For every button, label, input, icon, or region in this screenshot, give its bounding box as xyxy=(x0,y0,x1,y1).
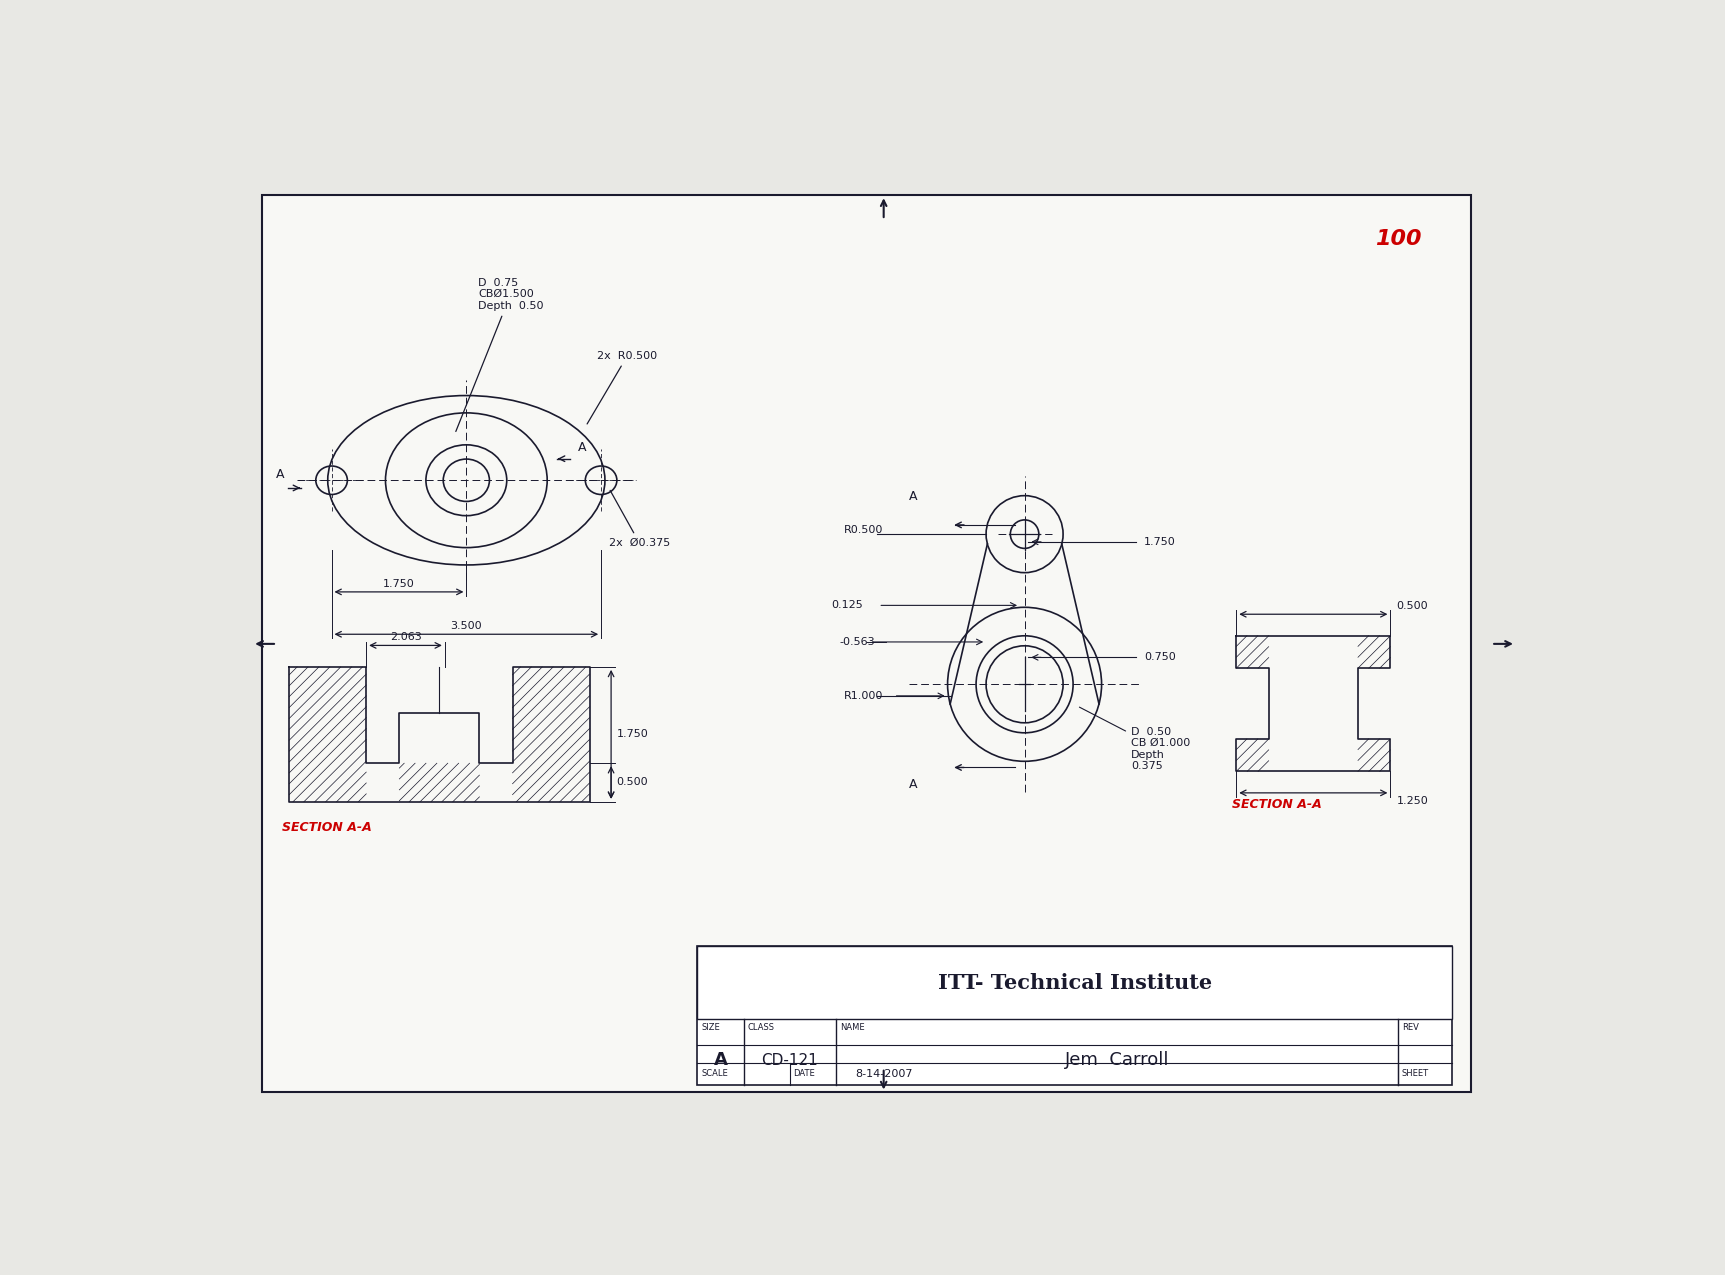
Text: 8-14-2007: 8-14-2007 xyxy=(856,1068,913,1079)
Text: 1.250: 1.250 xyxy=(1397,796,1428,806)
Text: 0.500: 0.500 xyxy=(1397,601,1428,611)
Text: 0.500: 0.500 xyxy=(616,778,649,788)
Text: REV: REV xyxy=(1402,1024,1418,1033)
Text: SECTION A-A: SECTION A-A xyxy=(1232,798,1323,811)
Text: NAME: NAME xyxy=(840,1024,864,1033)
Text: DATE: DATE xyxy=(794,1070,816,1079)
Text: CD-121: CD-121 xyxy=(761,1053,818,1067)
Text: 1.750: 1.750 xyxy=(383,579,414,589)
Text: 2x  Ø0.375: 2x Ø0.375 xyxy=(609,491,669,548)
Text: 1.750: 1.750 xyxy=(616,729,649,740)
Text: A: A xyxy=(714,1051,728,1068)
Text: -0.563: -0.563 xyxy=(840,638,875,646)
Text: 0.750: 0.750 xyxy=(1144,653,1176,662)
Text: D  0.50
CB Ø1.000
Depth
0.375: D 0.50 CB Ø1.000 Depth 0.375 xyxy=(1080,708,1190,771)
Text: CLASS: CLASS xyxy=(747,1024,775,1033)
Text: SECTION A-A: SECTION A-A xyxy=(281,821,371,834)
Text: A: A xyxy=(909,778,918,792)
Text: D  0.75
CBØ1.500
Depth  0.50: D 0.75 CBØ1.500 Depth 0.50 xyxy=(455,278,543,431)
Text: SIZE: SIZE xyxy=(700,1024,719,1033)
Text: 2x  R0.500: 2x R0.500 xyxy=(586,351,657,425)
Text: R0.500: R0.500 xyxy=(844,525,883,536)
Text: A: A xyxy=(909,490,918,502)
Text: SHEET: SHEET xyxy=(1402,1070,1428,1079)
Text: A: A xyxy=(578,441,586,454)
Bar xyxy=(697,946,1452,1019)
Text: 2.063: 2.063 xyxy=(390,632,421,643)
Text: ITT- Technical Institute: ITT- Technical Institute xyxy=(938,973,1211,993)
Text: Jem  Carroll: Jem Carroll xyxy=(1064,1051,1170,1068)
Bar xyxy=(697,946,1452,1085)
Text: A: A xyxy=(276,468,285,481)
Text: 1.750: 1.750 xyxy=(1144,537,1176,547)
Text: SCALE: SCALE xyxy=(700,1070,728,1079)
Text: 3.500: 3.500 xyxy=(450,621,483,631)
Text: 100: 100 xyxy=(1375,230,1421,250)
Text: 0.125: 0.125 xyxy=(831,601,862,611)
Text: R1.000: R1.000 xyxy=(844,691,883,701)
